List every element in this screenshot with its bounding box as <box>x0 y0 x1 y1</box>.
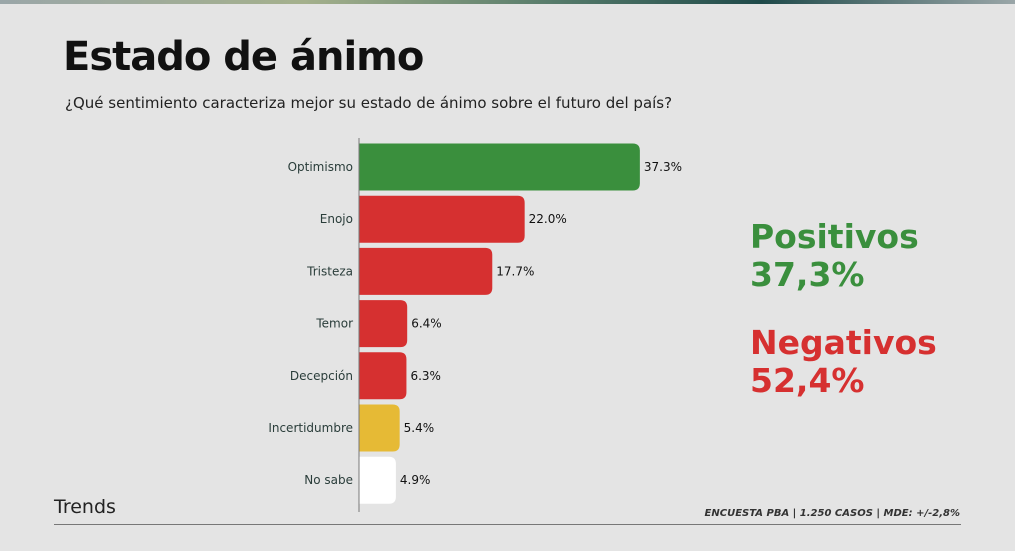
category-label: Incertidumbre <box>268 421 353 435</box>
category-label: Tristeza <box>306 264 353 278</box>
bar-tristeza <box>359 247 493 295</box>
bar-optimismo <box>359 143 640 191</box>
negative-label: Negativos <box>750 323 937 362</box>
category-label: Optimismo <box>288 160 353 174</box>
value-label: 4.9% <box>400 473 431 487</box>
value-label: 37.3% <box>644 160 682 174</box>
category-label: Decepción <box>290 369 353 383</box>
negative-value: 52,4% <box>750 361 865 400</box>
category-label: Temor <box>315 317 353 331</box>
bar-temor <box>359 300 408 348</box>
footnote: ENCUESTA PBA | 1.250 CASOS | MDE: +/-2,8… <box>704 508 960 519</box>
category-label: Enojo <box>320 212 353 226</box>
value-label: 6.4% <box>411 317 442 331</box>
brand-logo: Trends <box>54 496 116 518</box>
positive-value: 37,3% <box>750 255 865 294</box>
value-label: 17.7% <box>496 264 534 278</box>
positive-label: Positivos <box>750 217 919 256</box>
value-label: 5.4% <box>404 421 435 435</box>
bar-no-sabe <box>359 456 396 504</box>
bar-incertidumbre <box>359 404 400 452</box>
category-label: No sabe <box>304 473 353 487</box>
negative-summary: Negativos 52,4% <box>750 324 937 400</box>
value-label: 22.0% <box>529 212 567 226</box>
bar-enojo <box>359 195 525 243</box>
footer-divider <box>54 524 961 525</box>
positive-summary: Positivos 37,3% <box>750 218 919 294</box>
value-label: 6.3% <box>410 369 441 383</box>
page-subtitle: ¿Qué sentimiento caracteriza mejor su es… <box>65 94 673 112</box>
top-gradient-bar <box>0 0 1015 4</box>
page-title: Estado de ánimo <box>63 34 424 80</box>
bar-decepción <box>359 352 407 400</box>
